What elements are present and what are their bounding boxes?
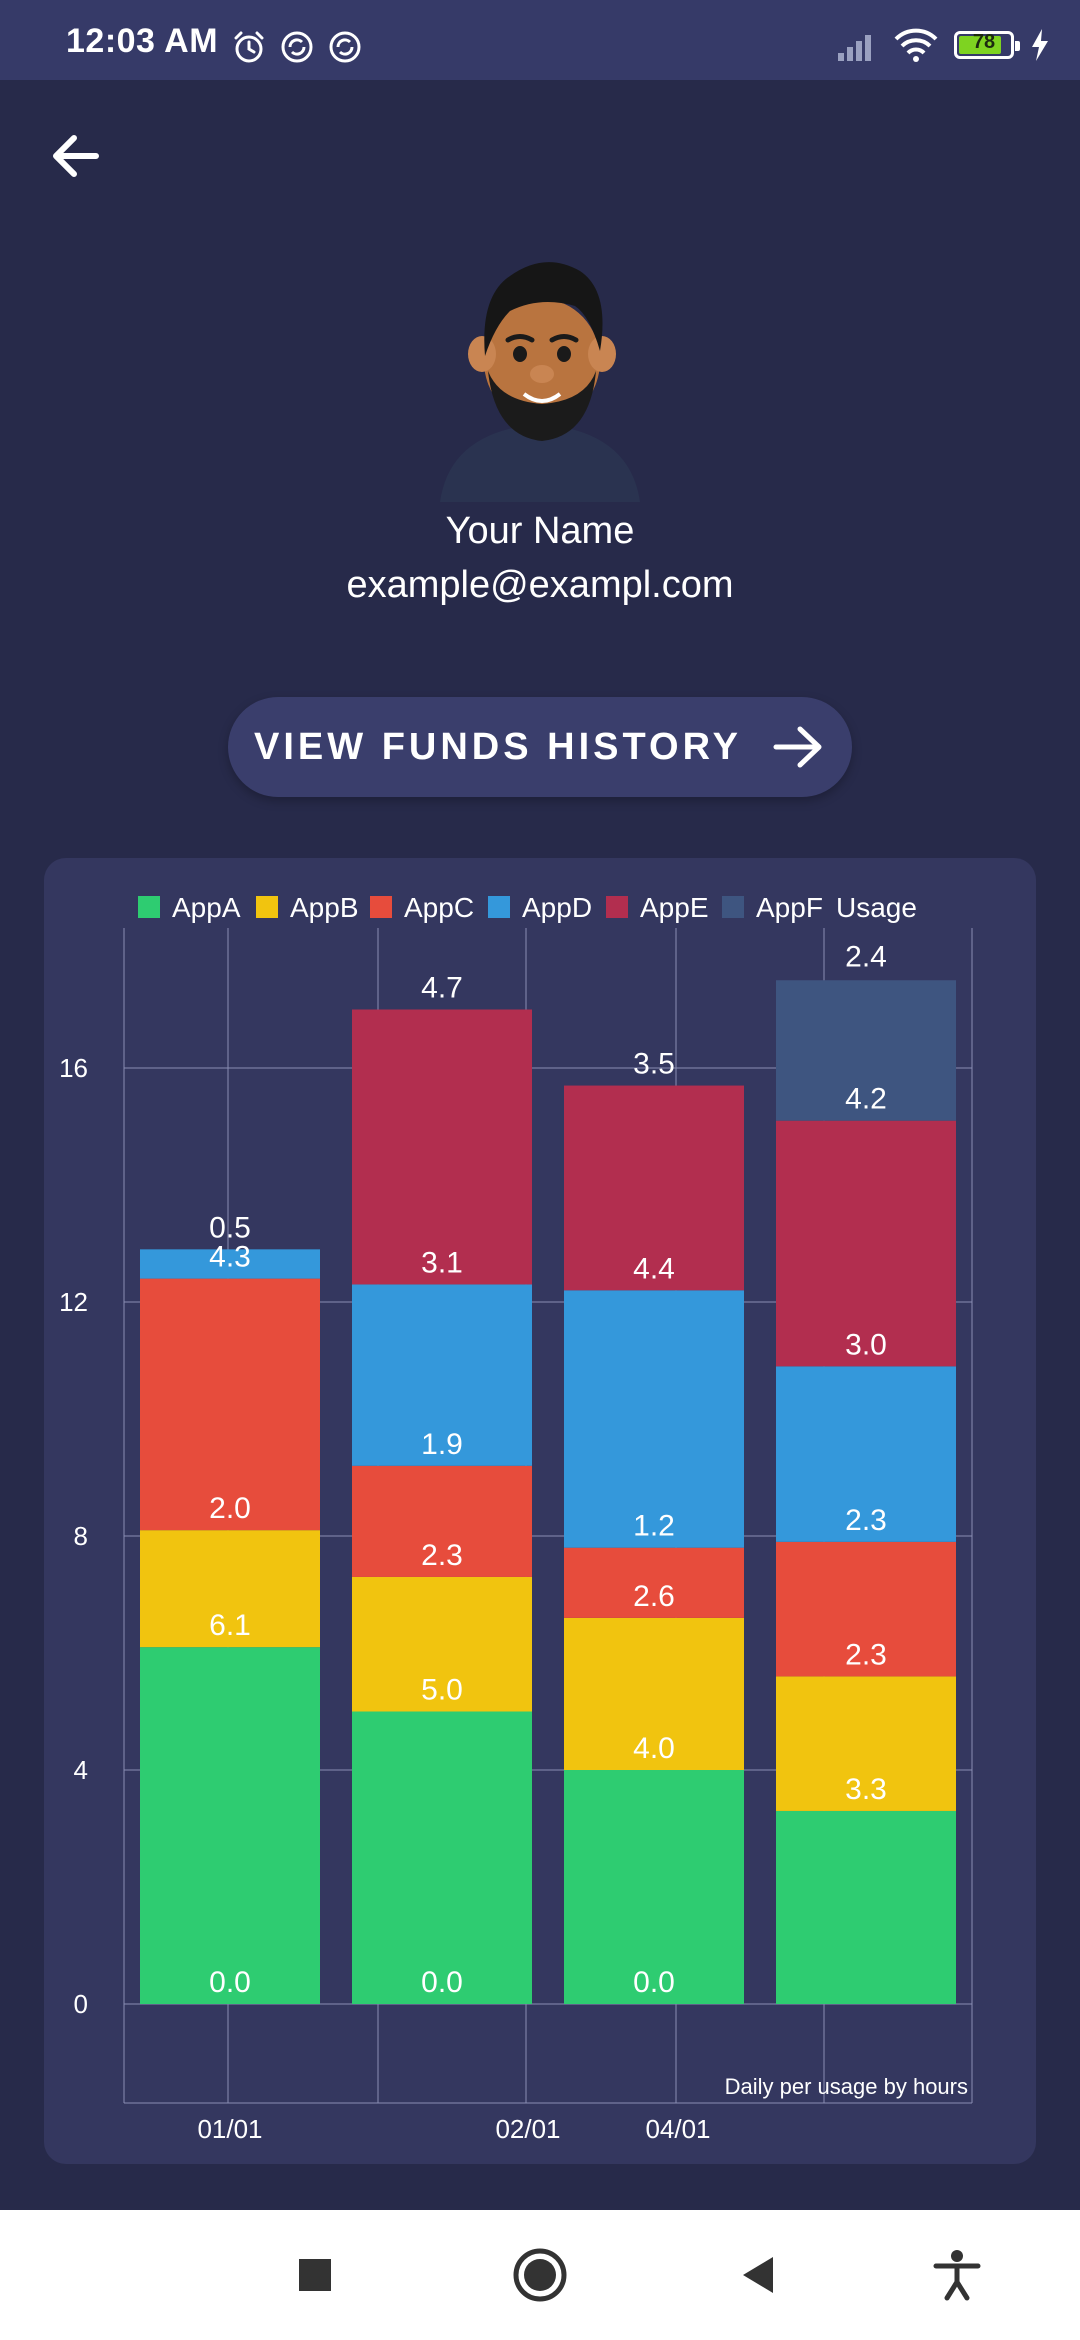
y-tick-label: 8 [74,1521,88,1551]
data-label: 4.4 [633,1252,675,1285]
bar-segment [776,1541,956,1677]
usage-chart-card: 0 4 8 12 16 0.0 6.1 2.0 4.3 0.5 0.0 5.0 2.3 1.9 3.1 4.7… [44,858,1036,2164]
navigation-bar [0,2210,1080,2340]
data-label: 2.3 [421,1539,463,1572]
data-label: 3.5 [633,1048,675,1081]
data-label: 4.7 [421,972,463,1005]
bar-segment [776,1676,956,1811]
legend-swatch [606,896,628,918]
bar-segment [564,1617,744,1770]
data-label: 0.5 [209,1211,251,1244]
data-label: 6.1 [209,1609,251,1642]
bar-segment [564,1290,744,1548]
signal-icon [838,35,871,61]
accessibility-icon[interactable] [922,2240,992,2310]
data-label: 3.3 [845,1773,887,1806]
bar-segment [564,1547,744,1618]
arrow-right-icon [773,726,822,768]
data-label: 5.0 [421,1674,463,1707]
data-label: 0.0 [209,1966,251,1999]
square-icon[interactable] [280,2240,350,2310]
charging-icon [1032,29,1048,61]
data-label: 3.1 [421,1246,463,1279]
bar-segment [776,1366,956,1542]
data-label: 1.2 [633,1510,675,1543]
data-label: 1.9 [421,1428,463,1461]
bar-segment [352,1009,532,1285]
bar-segment [140,1530,320,1648]
bar-segment [352,1576,532,1712]
data-label: 4.3 [209,1241,251,1274]
bar-segment [564,1770,744,2004]
status-icons-left [232,30,362,64]
y-tick-label: 16 [59,1053,88,1083]
bar-segment [352,1711,532,2004]
data-label: 2.4 [845,940,887,973]
data-label: 2.3 [845,1638,887,1671]
bar-segment [352,1465,532,1577]
usage-chart: 0 4 8 12 16 0.0 6.1 2.0 4.30.5 0.0 5.0 2.3 1.9 3.1 4.7… [59,892,973,2144]
legend-swatch [488,896,510,918]
battery-percent: 78 [972,31,996,53]
bar-segment [352,1284,532,1466]
data-label: 2.0 [209,1492,251,1525]
data-label: 0.0 [633,1966,675,1999]
legend-label: AppF [756,892,823,923]
legend-swatch [722,896,744,918]
profile-name: Your Name [445,510,635,552]
bar-segment [776,1120,956,1367]
legend-label: Usage [836,892,917,923]
battery-level [959,36,1001,54]
battery-icon: 78 [954,31,1020,59]
data-label: 2.3 [845,1504,887,1537]
data-label: 0.0 [421,1966,463,1999]
y-tick-label: 12 [59,1287,88,1317]
bar-segment [140,1647,320,2004]
legend-label: AppE [640,892,709,923]
y-tick-label: 4 [74,1755,88,1785]
circle-icon[interactable] [505,2240,575,2310]
bar-segment [140,1278,320,1531]
data-label: 4.0 [633,1732,675,1765]
triangle-back-icon[interactable] [725,2240,795,2310]
wifi-icon [894,28,938,62]
bar-segment [564,1085,744,1291]
x-tick-label: 04/01 [645,2114,710,2144]
legend-swatch [256,896,278,918]
status-icons-right: 78 [836,28,1050,62]
status-bar: 12:03 AM 78 [0,0,1080,80]
sync-icon [329,31,361,63]
y-tick-label: 0 [74,1989,88,2019]
view-funds-history-button[interactable]: VIEW FUNDS HISTORY [228,697,852,797]
bar-segment [776,980,956,1121]
legend-label: AppC [404,892,474,923]
alarm-icon [234,31,264,63]
funds-button-label: VIEW FUNDS HISTORY [254,725,742,768]
sync-icon [281,31,313,63]
legend-label: AppA [172,892,241,923]
bar-segment [140,1249,320,1279]
legend-label: AppD [522,892,592,923]
x-tick-label: 02/01 [495,2114,560,2144]
data-label: 2.6 [633,1580,675,1613]
profile-email: example@exampl.com [346,564,734,606]
legend-label: AppB [290,892,359,923]
legend-swatch [370,896,392,918]
avatar [440,262,640,502]
status-time: 12:03 AM [66,22,219,60]
x-tick-label: 01/01 [197,2114,262,2144]
bar-segment [776,1810,956,2004]
legend-swatch [138,896,160,918]
data-label: 3.0 [845,1328,887,1361]
back-arrow-icon[interactable] [46,124,110,188]
chart-description: Daily per usage by hours [725,2074,968,2099]
data-label: 4.2 [845,1083,887,1116]
